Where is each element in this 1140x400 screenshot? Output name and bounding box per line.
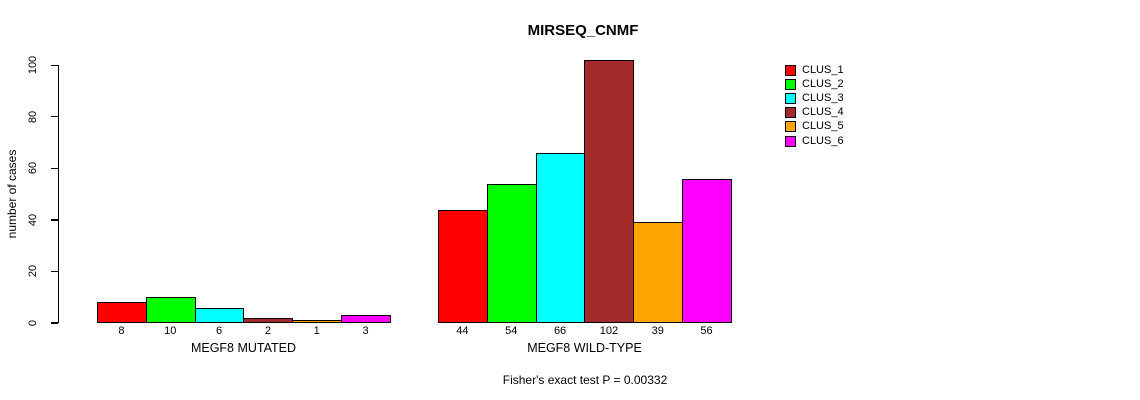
legend-swatch-icon	[785, 121, 796, 133]
bar-clus_3-group1	[194, 307, 245, 323]
bar-value-label: 6	[216, 325, 223, 337]
bar-clus_6-group1	[341, 315, 391, 323]
y-axis-label: number of cases	[5, 149, 19, 239]
bar-clus_5-group1	[292, 320, 343, 323]
y-axis-tick-label: 100	[27, 56, 39, 75]
y-axis-tick	[51, 64, 58, 66]
bar-clus_2-group2	[486, 183, 537, 323]
bar-value-label: 102	[599, 325, 619, 337]
legend-label: CLUS_5	[802, 120, 844, 133]
bar-value-label: 3	[362, 325, 369, 337]
legend-swatch-icon	[785, 78, 796, 90]
bar-value-label: 8	[118, 325, 125, 337]
fisher-test-annotation: Fisher's exact test P = 0.00332	[502, 373, 668, 387]
legend-label: CLUS_1	[802, 63, 844, 76]
bar-clus_5-group2	[633, 222, 684, 323]
group-label-megf8-wild-type: MEGF8 WILD-TYPE	[527, 341, 642, 355]
y-axis-tick	[51, 270, 58, 273]
chart-title: MIRSEQ_CNMF	[527, 22, 639, 39]
bar-value-label: 10	[164, 325, 177, 337]
bar-clus_1-group1	[97, 302, 147, 323]
legend: CLUS_1 CLUS_2 CLUS_3 CLUS_4 CLUS_5 CLUS_6	[785, 63, 844, 148]
y-axis-tick	[51, 322, 58, 324]
bar-value-label: 54	[505, 325, 518, 337]
bar-clus_3-group2	[535, 152, 586, 323]
y-axis-tick-label: 20	[27, 265, 39, 278]
y-axis-tick-label: 40	[27, 213, 39, 226]
bar-clus_4-group2	[584, 60, 635, 323]
legend-label: CLUS_4	[802, 106, 844, 119]
legend-item-clus_6: CLUS_6	[785, 134, 844, 148]
bar-value-label: 66	[553, 325, 567, 337]
bar-value-label: 39	[651, 325, 664, 337]
y-axis-tick-label: 60	[27, 162, 39, 175]
y-axis-tick	[51, 219, 58, 221]
bar-clus_4-group1	[243, 317, 294, 323]
legend-item-clus_2: CLUS_2	[785, 77, 844, 91]
legend-swatch-icon	[785, 107, 796, 119]
y-axis-tick	[51, 167, 58, 169]
group-label-megf8-mutated: MEGF8 MUTATED	[190, 341, 297, 355]
y-axis-tick	[51, 116, 58, 118]
bar-value-label: 2	[264, 325, 271, 337]
bar-value-label: 44	[456, 325, 469, 337]
bar-clus_1-group2	[438, 209, 488, 323]
y-axis-tick-label: 0	[27, 319, 39, 327]
legend-swatch-icon	[785, 92, 796, 104]
y-axis-line	[58, 65, 60, 323]
legend-label: CLUS_2	[802, 77, 844, 90]
legend-item-clus_3: CLUS_3	[785, 91, 844, 105]
legend-item-clus_4: CLUS_4	[785, 106, 844, 120]
legend-item-clus_5: CLUS_5	[785, 120, 844, 134]
legend-swatch-icon	[785, 64, 796, 76]
y-axis-tick-label: 80	[27, 110, 39, 123]
bar-clus_2-group1	[145, 297, 196, 323]
bar-clus_6-group2	[682, 178, 732, 323]
legend-swatch-icon	[785, 135, 796, 147]
bar-value-label: 56	[700, 325, 713, 337]
bar-value-label: 1	[313, 325, 320, 337]
legend-label: CLUS_3	[802, 91, 844, 104]
legend-label: CLUS_6	[802, 134, 844, 147]
legend-item-clus_1: CLUS_1	[785, 63, 844, 77]
